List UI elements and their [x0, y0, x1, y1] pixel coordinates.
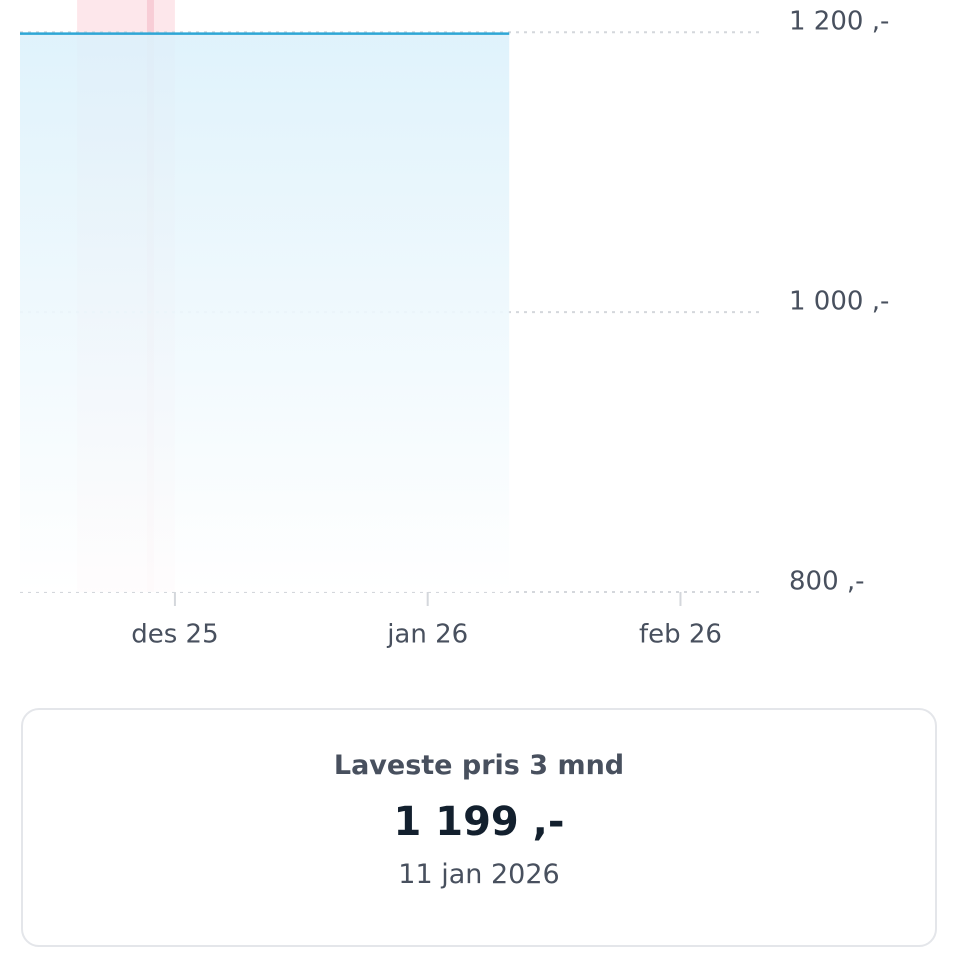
chart: 800 ,- 1 000 ,- 1 200 ,- des 25 jan 26 feb 26	[20, 0, 889, 650]
y-tick-label: 800 ,-	[789, 567, 865, 597]
y-tick-label: 1 200 ,-	[789, 7, 889, 37]
price-area	[20, 33, 510, 593]
x-tick-label: jan 26	[386, 620, 468, 650]
card-title: Laveste pris 3 mnd	[333, 750, 625, 781]
x-tick-label: des 25	[131, 620, 218, 650]
lowest-price-card: Laveste pris 3 mnd 1 199 ,- 11 jan 2026	[21, 708, 937, 947]
card-price: 1 199 ,-	[393, 799, 565, 845]
card-date: 11 jan 2026	[398, 859, 560, 890]
x-tick-label: feb 26	[639, 620, 722, 650]
y-tick-label: 1 000 ,-	[789, 287, 889, 317]
